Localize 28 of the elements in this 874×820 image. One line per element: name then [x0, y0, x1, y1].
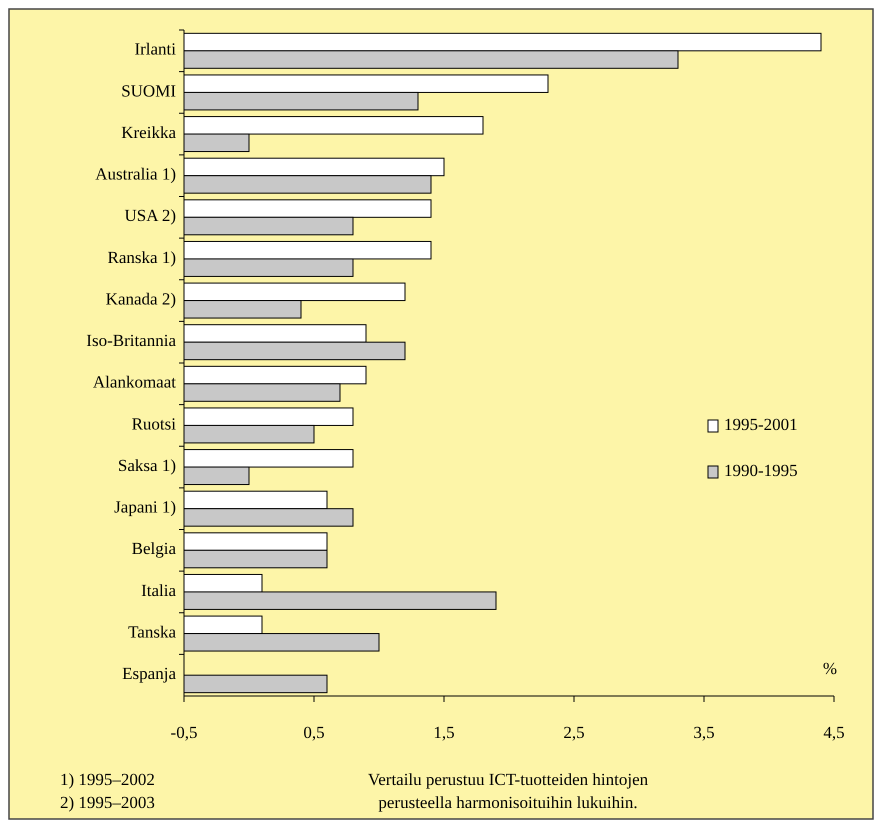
x-tick-label: 1,5 — [433, 723, 455, 742]
legend-label: 1995-2001 — [724, 414, 798, 434]
y-tick-label: Espanja — [122, 664, 176, 684]
y-tick-label: Belgia — [132, 539, 176, 558]
x-tick-label: -0,5 — [170, 723, 198, 742]
y-tick-label: USA 2) — [124, 206, 176, 226]
y-tick-label: Tanska — [128, 622, 176, 642]
x-tick-label: 0,5 — [303, 723, 325, 742]
y-tick-label: Iso-Britannia — [86, 331, 176, 350]
text: 2) 1995–2003 — [60, 793, 155, 812]
y-tick-label: Saksa 1) — [118, 456, 176, 475]
y-tick-label: Irlanti — [134, 40, 176, 59]
x-tick-label: 3,5 — [693, 723, 715, 742]
y-tick-label: Japani 1) — [114, 498, 176, 517]
x-tick-label: 2,5 — [563, 723, 585, 742]
y-tick-label: SUOMI — [121, 81, 176, 100]
y-tick-label: Ruotsi — [132, 414, 176, 434]
y-tick-label: Kanada 2) — [106, 289, 176, 308]
x-tick-label: 4,5 — [823, 723, 845, 742]
y-tick-label: Kreikka — [121, 122, 176, 142]
y-tick-label: Italia — [141, 580, 176, 600]
y-tick-label: Australia 1) — [95, 164, 176, 184]
text: 1) 1995–2002 — [60, 770, 155, 789]
y-tick-label: Ranska 1) — [108, 248, 176, 267]
x-axis-title: % — [822, 659, 838, 678]
y-tick-label: Alankomaat — [92, 372, 176, 392]
legend-label: 1990-1995 — [724, 460, 798, 480]
text: Vertailu perustuu ICT-tuotteiden hintojen perusteella harmonisoituihin lukuihin. — [368, 770, 649, 812]
